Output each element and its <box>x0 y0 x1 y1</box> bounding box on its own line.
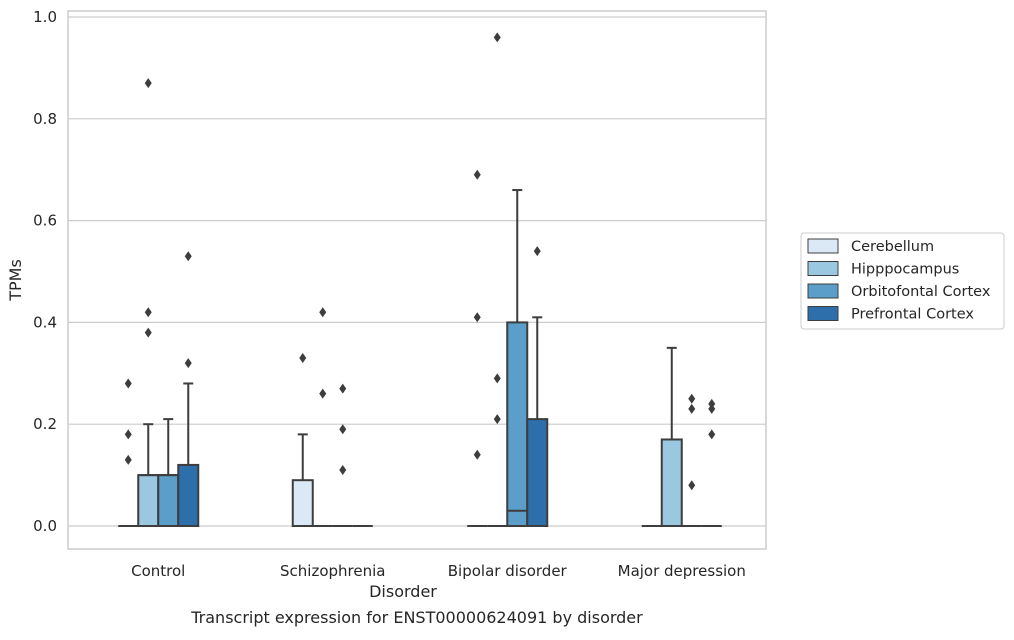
y-tick-label: 0.6 <box>33 212 57 230</box>
outlier-point <box>473 449 481 460</box>
outlier-point <box>184 358 192 369</box>
legend-swatch <box>807 261 839 276</box>
outlier-point <box>144 327 152 338</box>
box-3-0 <box>177 251 200 528</box>
outlier-point <box>339 424 347 435</box>
outlier-point <box>688 393 696 404</box>
box-1-2 <box>487 32 508 527</box>
legend-swatch <box>807 283 839 299</box>
box-0-1 <box>291 353 314 528</box>
box-3-3 <box>701 398 722 527</box>
x-tick-label: Control <box>131 562 185 580</box>
y-tick-label: 0.0 <box>33 517 57 535</box>
box-0-0 <box>118 378 139 527</box>
box-body <box>506 321 529 527</box>
box-1-3 <box>660 346 683 527</box>
box-body <box>157 474 180 528</box>
y-tick-label: 1.0 <box>33 8 57 26</box>
outlier-point <box>688 403 696 414</box>
box-2-0 <box>157 418 180 528</box>
outlier-point <box>319 307 327 318</box>
y-axis-ticks: 0.0 0.2 0.4 0.6 0.8 1.0 <box>33 8 57 535</box>
legend-label: Prefrontal Cortex <box>851 307 974 323</box>
outlier-point <box>493 373 501 384</box>
y-tick-label: 0.4 <box>33 313 57 331</box>
box-body <box>291 479 314 528</box>
outlier-point <box>493 414 501 425</box>
outlier-point <box>533 246 541 257</box>
outlier-point <box>473 169 481 180</box>
outlier-point <box>319 388 327 399</box>
legend-label: Cerebellum <box>851 239 934 255</box>
legend-label: Orbitofontal Cortex <box>851 284 991 300</box>
box-body <box>526 418 549 527</box>
box-body <box>660 438 683 527</box>
box-2-2 <box>506 189 529 527</box>
box-series <box>118 32 722 528</box>
box-2-1 <box>332 383 353 527</box>
y-tick-label: 0.8 <box>33 110 57 128</box>
outlier-point <box>144 78 152 89</box>
box-body <box>137 474 160 528</box>
outlier-point <box>124 429 132 440</box>
outlier-point <box>124 454 132 465</box>
legend-label: Hipppocampus <box>851 262 959 278</box>
y-tick-label: 0.2 <box>33 415 57 433</box>
outlier-point <box>339 383 347 394</box>
outlier-point <box>184 251 192 262</box>
legend-swatch <box>807 238 839 254</box>
outlier-point <box>708 403 716 414</box>
plot-frame <box>67 10 767 550</box>
x-tick-label: Schizophrenia <box>280 562 385 580</box>
outlier-point <box>144 307 152 318</box>
outlier-point <box>493 32 501 43</box>
y-axis-title: TPMs <box>6 259 25 302</box>
box-2-3 <box>681 393 702 527</box>
outlier-point <box>124 378 132 389</box>
x-axis-ticks: Control Schizophrenia Bipolar disorder Majo… <box>131 562 746 580</box>
x-tick-label: Major depression <box>618 562 746 580</box>
x-axis-title: Disorder <box>369 582 437 601</box>
outlier-point <box>299 353 307 364</box>
outlier-point <box>339 465 347 476</box>
outlier-point <box>688 480 696 491</box>
box-body <box>177 463 200 528</box>
x-tick-label: Bipolar disorder <box>448 562 568 580</box>
box-1-1 <box>312 307 333 527</box>
box-0-2 <box>467 169 488 527</box>
legend-frame <box>800 232 1005 330</box>
outlier-point <box>473 312 481 323</box>
legend-swatch <box>807 306 839 321</box>
outlier-point <box>708 429 716 440</box>
legend: Cerebellum Hipppocampus Orbitofontal Corte… <box>800 232 1005 330</box>
box-3-2 <box>526 246 549 527</box>
box-1-0 <box>137 78 160 528</box>
outlier-point <box>708 398 716 409</box>
chart-caption: Transcript expression for ENST0000062409… <box>190 608 643 627</box>
